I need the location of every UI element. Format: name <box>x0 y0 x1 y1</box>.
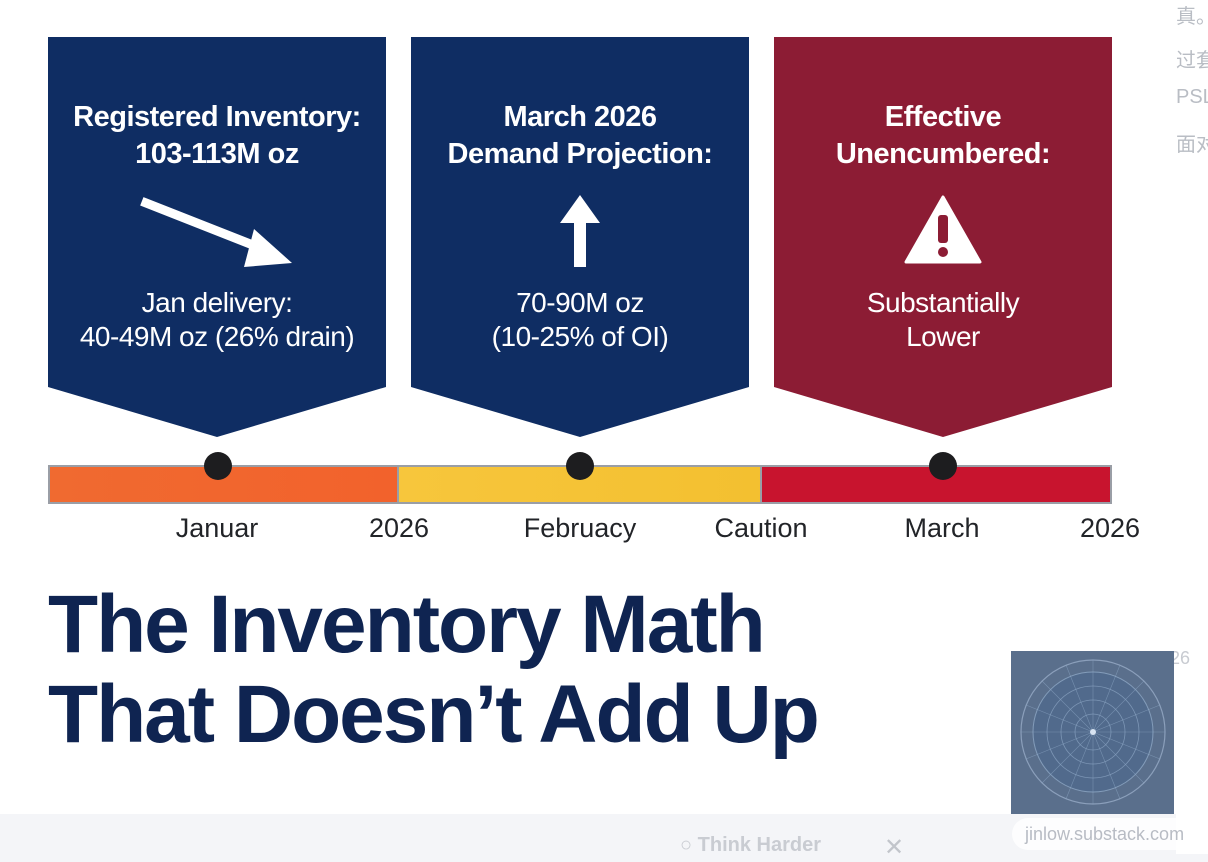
infographic-canvas: Registered Inventory: 103-113M oz Jan de… <box>0 0 1176 814</box>
card-title-line1: Registered Inventory: <box>73 101 361 133</box>
card-title-line1: March 2026 <box>503 101 658 133</box>
card-body-line2: Lower <box>906 321 980 352</box>
background-page-edge: 真。 过套 PSLV 面对终 <box>1176 0 1208 854</box>
card-effective-unencumbered: Effective Unencumbered: Substantially Lo… <box>774 37 1112 437</box>
timeline-label: 2026 <box>1079 513 1141 543</box>
lightbulb-icon: ○ <box>680 834 693 856</box>
card-body-line2: (10-25% of OI) <box>491 321 669 352</box>
headline: The Inventory Math That Doesn’t Add Up <box>48 579 820 760</box>
think-harder-label: Think Harder <box>697 834 822 856</box>
timeline-label: Februacy <box>523 513 637 543</box>
timeline-marker-dot <box>204 452 232 480</box>
timeline-label: 2026 <box>368 513 430 543</box>
warning-triangle-icon <box>904 195 982 264</box>
think-harder-button[interactable]: ○ Think Harder <box>680 834 821 857</box>
card-shape <box>48 37 386 437</box>
card-body-line1: Jan delivery: <box>141 287 293 318</box>
card-body-line1: 70-90M oz <box>516 287 644 318</box>
bottom-bar <box>0 814 1176 854</box>
card-title-line1: Effective <box>884 101 1002 133</box>
edge-number-fragment: 26 <box>1170 648 1191 668</box>
headline-line1: The Inventory Math <box>48 579 766 670</box>
timeline-divider <box>1110 465 1112 503</box>
edge-text-fragment: 面对终 <box>1176 134 1208 156</box>
thumbnail-image[interactable] <box>1011 651 1174 814</box>
timeline-divider <box>397 465 399 503</box>
close-icon[interactable]: ✕ <box>884 834 905 861</box>
card-body-line2: 40-49M oz (26% drain) <box>79 321 355 352</box>
card-title-line2: 103-113M oz <box>135 138 299 170</box>
timeline-bar <box>48 452 1112 505</box>
radial-grid-graphic <box>1020 659 1166 805</box>
card-title-line2: Unencumbered: <box>835 138 1051 170</box>
arrow-up-icon <box>560 195 600 267</box>
timeline-marker-dot <box>929 452 957 480</box>
edge-text-fragment: PSLV <box>1176 86 1208 108</box>
edge-text-fragment: 过套 <box>1176 50 1208 72</box>
headline-line2: That Doesn’t Add Up <box>48 669 820 760</box>
watermark-badge: jinlow.substack.com <box>1012 818 1198 850</box>
arrow-down-right-icon <box>140 197 292 267</box>
timeline-marker-dot <box>566 452 594 480</box>
timeline-label: Januar <box>175 513 259 543</box>
card-registered-inventory: Registered Inventory: 103-113M oz Jan de… <box>48 37 386 437</box>
timeline-label: March <box>904 513 980 543</box>
timeline-divider <box>48 465 50 503</box>
timeline-bottom-rail <box>48 502 1112 504</box>
card-body-line1: Substantially <box>866 287 1020 318</box>
timeline-label: Caution <box>714 513 808 543</box>
card-demand-projection: March 2026 Demand Projection: 70-90M oz … <box>411 37 749 437</box>
edge-text-fragment: 真。 <box>1176 6 1208 28</box>
card-title-line2: Demand Projection: <box>447 138 713 170</box>
timeline-divider <box>760 465 762 503</box>
